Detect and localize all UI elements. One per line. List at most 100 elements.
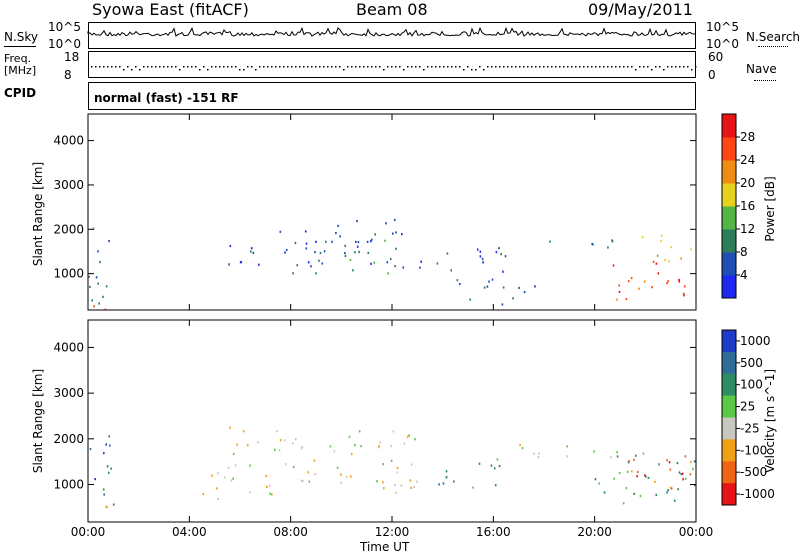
data-cell xyxy=(410,486,413,489)
data-cell xyxy=(315,272,317,275)
y-tick-label: 2000 xyxy=(53,222,84,236)
data-cell xyxy=(566,455,568,458)
data-cell xyxy=(382,463,384,466)
freq-point xyxy=(263,66,265,68)
colorbar-segment xyxy=(722,206,736,230)
data-cell xyxy=(456,279,459,282)
cpid-strip xyxy=(88,82,696,110)
data-cell xyxy=(230,479,233,482)
data-cell xyxy=(612,264,615,267)
freq-point xyxy=(187,66,189,68)
data-cell xyxy=(110,467,112,470)
data-cell xyxy=(268,484,271,488)
colorbar-segment xyxy=(722,275,736,299)
freq-point xyxy=(459,66,461,68)
data-cell xyxy=(493,467,496,470)
data-cell xyxy=(103,493,105,496)
data-cell xyxy=(384,239,386,242)
freq-point xyxy=(355,66,357,68)
data-cell xyxy=(383,487,385,490)
data-cell xyxy=(680,257,682,260)
data-cell xyxy=(305,247,308,250)
data-cell xyxy=(676,461,679,465)
nsky-tick-top: 10^5 xyxy=(48,20,81,34)
data-cell xyxy=(684,455,687,458)
colorbar-segment xyxy=(722,229,736,253)
data-cell xyxy=(693,460,696,463)
data-cell xyxy=(329,445,332,448)
x-tick-label: 20:00 xyxy=(577,525,612,539)
freq-point xyxy=(95,66,97,68)
freq-point xyxy=(279,66,281,68)
data-cell xyxy=(641,236,644,239)
nsky-strip xyxy=(88,22,696,49)
power-ylabel: Slant Range [km] xyxy=(31,161,45,267)
data-cell xyxy=(355,240,357,243)
data-cell xyxy=(630,277,633,280)
data-cell xyxy=(502,286,505,289)
data-cell xyxy=(257,441,259,444)
data-cell xyxy=(656,254,659,257)
data-cell xyxy=(635,454,637,457)
data-cell xyxy=(655,262,658,265)
data-cell xyxy=(678,471,681,474)
data-cell xyxy=(91,299,93,302)
data-cell xyxy=(504,255,507,258)
freq-point xyxy=(119,66,121,68)
data-cell xyxy=(616,455,619,458)
data-cell xyxy=(677,488,679,491)
data-cell xyxy=(652,260,655,263)
data-cell xyxy=(315,240,317,243)
data-cell xyxy=(348,435,351,438)
freq-point xyxy=(127,66,129,68)
data-cell xyxy=(378,445,380,448)
nave-dotted-key xyxy=(754,80,776,81)
data-cell xyxy=(314,251,316,254)
data-cell xyxy=(610,456,612,459)
nave-tick-top: 60 xyxy=(708,50,724,64)
freq-point xyxy=(215,66,217,68)
data-cell xyxy=(479,255,482,258)
data-cell xyxy=(323,250,326,253)
nsearch-label: N.Search xyxy=(746,30,800,44)
data-cell xyxy=(310,265,312,268)
freq-point xyxy=(275,66,277,68)
data-cell xyxy=(533,452,535,455)
x-tick-label: 00:00 xyxy=(71,525,106,539)
data-cell xyxy=(633,492,635,495)
freq-point xyxy=(679,66,681,68)
freq-point xyxy=(639,66,641,68)
data-cell xyxy=(549,240,551,243)
freq-point xyxy=(407,66,409,68)
freq-point xyxy=(327,66,329,68)
data-cell xyxy=(591,243,593,246)
colorbar-segment xyxy=(722,373,736,397)
data-cell xyxy=(446,252,449,255)
data-cell xyxy=(94,478,96,481)
data-cell xyxy=(639,494,642,498)
data-cell xyxy=(402,266,405,269)
data-cell xyxy=(360,445,362,448)
data-cell xyxy=(350,453,353,456)
freq-point xyxy=(347,66,349,68)
data-cell xyxy=(598,482,601,485)
colorbar-segment xyxy=(722,395,736,418)
freq-point xyxy=(223,66,225,68)
data-cell xyxy=(292,272,294,275)
data-cell xyxy=(227,466,230,469)
data-cell xyxy=(395,231,397,234)
freq-point xyxy=(107,66,109,68)
data-cell xyxy=(302,480,304,483)
freq-point xyxy=(343,69,345,71)
data-cell xyxy=(339,235,341,238)
freq-point xyxy=(395,66,397,68)
freq-point xyxy=(479,66,481,68)
x-tick-label: 00:00 xyxy=(679,525,714,539)
data-cell xyxy=(234,464,237,467)
data-cell xyxy=(406,435,409,438)
data-cell xyxy=(684,477,687,480)
colorbar-tick-label: 8 xyxy=(740,245,748,259)
colorbar-tick-label: 25 xyxy=(740,400,755,414)
data-cell xyxy=(352,269,354,272)
colorbar-tick-label: 4 xyxy=(740,268,748,282)
